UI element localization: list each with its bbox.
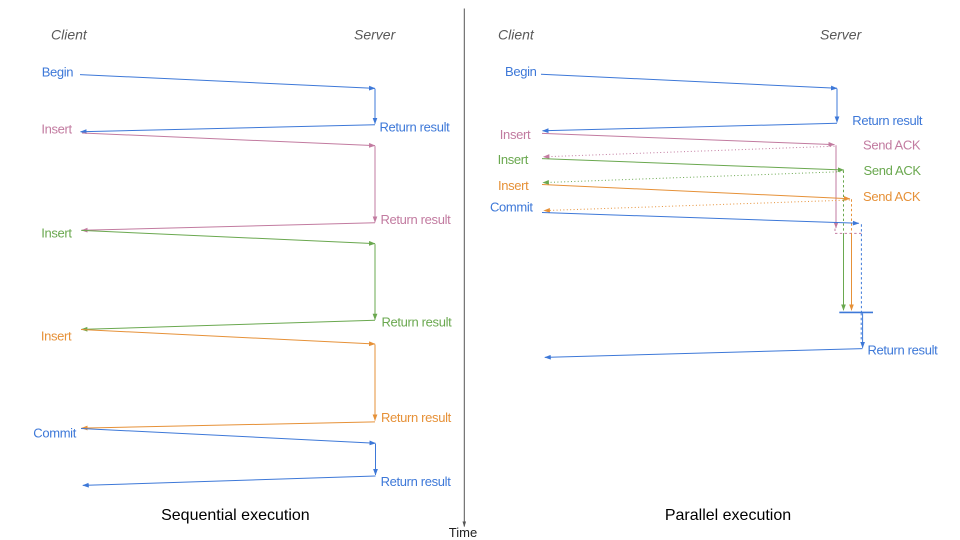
svg-text:Parallel execution: Parallel execution	[665, 507, 791, 524]
svg-text:Client: Client	[498, 27, 535, 43]
svg-text:Return result: Return result	[868, 342, 939, 357]
svg-text:Insert: Insert	[41, 329, 72, 344]
svg-text:Begin: Begin	[505, 64, 537, 79]
svg-text:Time: Time	[449, 525, 477, 540]
svg-text:Insert: Insert	[498, 152, 529, 167]
svg-text:Insert: Insert	[41, 121, 72, 136]
svg-text:Client: Client	[51, 27, 88, 43]
svg-text:Server: Server	[354, 27, 397, 43]
svg-text:Return result: Return result	[382, 314, 453, 329]
svg-text:Insert: Insert	[498, 178, 529, 193]
svg-text:Return result: Return result	[381, 474, 452, 489]
svg-text:Insert: Insert	[500, 127, 531, 142]
svg-text:Commit: Commit	[490, 199, 533, 214]
svg-text:Insert: Insert	[41, 226, 72, 241]
svg-text:Send ACK: Send ACK	[864, 163, 922, 178]
svg-text:Send ACK: Send ACK	[863, 137, 921, 152]
svg-text:Return result: Return result	[380, 119, 451, 134]
svg-text:Send ACK: Send ACK	[863, 189, 921, 204]
svg-text:Return result: Return result	[381, 410, 452, 425]
svg-text:Begin: Begin	[42, 64, 74, 79]
svg-text:Return result: Return result	[852, 113, 923, 128]
svg-text:Server: Server	[820, 27, 863, 43]
svg-text:Return result: Return result	[381, 212, 452, 227]
svg-text:Sequential execution: Sequential execution	[161, 507, 310, 524]
svg-text:Commit: Commit	[33, 426, 76, 441]
